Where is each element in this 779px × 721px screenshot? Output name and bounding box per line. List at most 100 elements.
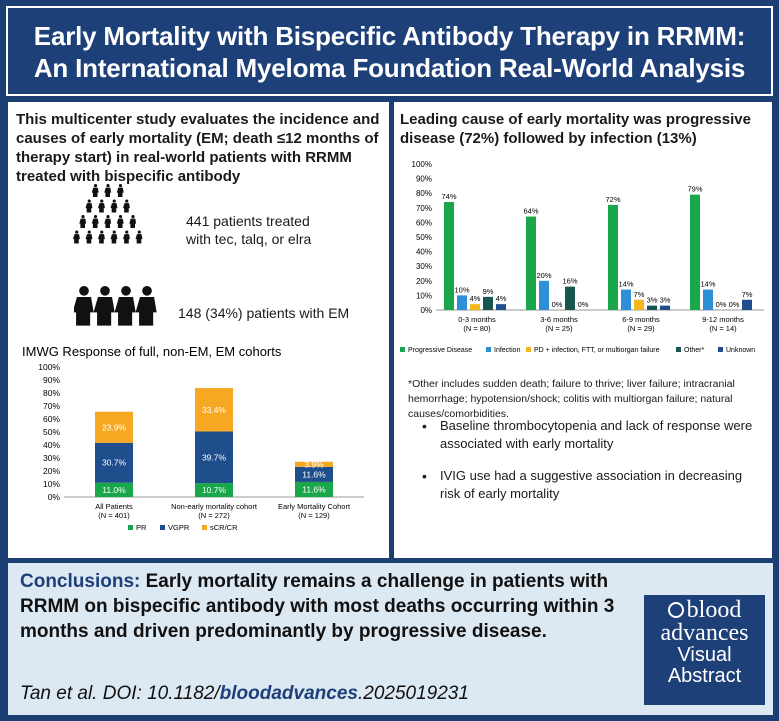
bar (496, 304, 506, 310)
bar-segment (95, 411, 133, 443)
right-panel-title: Leading cause of early mortality was pro… (400, 111, 751, 147)
y-tick-label: 50% (43, 427, 60, 437)
legend-swatch (486, 347, 491, 352)
patients-treated-stat: 441 patients treated with tec, talq, or … (186, 212, 311, 248)
legend-label: sCR/CR (210, 523, 238, 532)
y-tick-label: 20% (416, 277, 432, 286)
legend-label: Infection (494, 347, 521, 354)
badge-circle-icon (667, 602, 684, 618)
y-tick-label: 80% (416, 189, 432, 198)
x-tick-label: Early Mortality Cohort (278, 502, 351, 511)
data-label: 0% (578, 300, 589, 309)
data-label: 39.7% (202, 452, 227, 462)
bar (742, 299, 752, 310)
data-label: 10% (454, 285, 469, 294)
citation-prefix: Tan et al. DOI: 10.1182/ (20, 683, 220, 704)
other-footnote: *Other includes sudden death; failure to… (408, 378, 735, 420)
person-body (104, 218, 112, 228)
x-tick-sublabel: (N = 29) (627, 324, 655, 333)
y-tick-label: 30% (43, 453, 60, 463)
y-tick-label: 30% (416, 262, 432, 271)
citation: Tan et al. DOI: 10.1182/bloodadvances.20… (20, 683, 469, 705)
patients-pyramid-icon (73, 184, 143, 244)
person-body (98, 203, 105, 213)
y-tick-label: 20% (43, 466, 60, 476)
x-tick-label: 3-6 months (540, 315, 578, 324)
citation-suffix: .2025019231 (357, 683, 469, 704)
data-label: 74% (441, 192, 456, 201)
legend-label: Other* (684, 347, 705, 354)
y-tick-label: 90% (43, 375, 60, 385)
data-label: 23.9% (102, 422, 127, 432)
person-body (79, 218, 87, 228)
badge-line-1: blood (644, 598, 765, 622)
bar-segment (195, 483, 233, 497)
x-tick-label: 0-3 months (458, 315, 496, 324)
person-head (87, 199, 91, 203)
person-body (85, 234, 93, 244)
person-head (93, 184, 98, 188)
bar (565, 286, 575, 310)
person-head (142, 286, 152, 296)
data-label: 3% (647, 296, 658, 305)
y-tick-label: 100% (38, 362, 60, 372)
legend-swatch (128, 525, 133, 530)
x-tick-sublabel: (N = 14) (709, 324, 737, 333)
x-tick-label: 9-12 months (702, 315, 744, 324)
badge-line-4: Abstract (667, 665, 742, 687)
person-body (110, 234, 118, 244)
y-tick-label: 40% (416, 248, 432, 257)
y-tick-label: 40% (43, 440, 60, 450)
findings-list: Baseline thrombocytopenia and lack of re… (422, 417, 762, 517)
y-tick-label: 80% (43, 388, 60, 398)
person-body (74, 297, 94, 326)
person-head (137, 230, 141, 234)
person-body (116, 218, 124, 228)
person-head (125, 230, 129, 234)
data-label: 4% (496, 294, 507, 303)
data-label: 14% (700, 280, 715, 289)
right-panel: Leading cause of early mortality was pro… (394, 102, 772, 558)
y-tick-label: 50% (416, 233, 432, 242)
person-body (98, 234, 105, 244)
data-label: 0% (716, 300, 727, 309)
x-tick-sublabel: (N = 272) (198, 511, 230, 520)
bar-segment (295, 466, 333, 482)
x-tick-label: 6-9 months (622, 315, 660, 324)
bar (444, 201, 454, 310)
legend-swatch (676, 347, 681, 352)
data-label: 3% (660, 296, 671, 305)
data-label: 3.9% (304, 459, 324, 469)
title-line-2: An International Myeloma Foundation Real… (33, 53, 746, 83)
person-head (87, 230, 91, 234)
y-tick-label: 70% (43, 401, 60, 411)
y-tick-label: 60% (416, 218, 432, 227)
legend-swatch (400, 347, 405, 352)
patients-treated-line1: 441 patients treated (186, 213, 310, 229)
conclusions-text: Conclusions: Early mortality remains a c… (20, 569, 645, 644)
person-head (100, 286, 110, 296)
early-mortality-cause-chart: 0%10%20%30%40%50%60%70%80%90%100%74%10%4… (400, 160, 764, 354)
data-label: 72% (605, 195, 620, 204)
data-label: 4% (470, 294, 481, 303)
person-head (106, 184, 110, 188)
y-tick-label: 10% (416, 291, 432, 300)
data-label: 11.6% (302, 484, 326, 494)
bar-segment (195, 431, 233, 484)
person-head (100, 199, 104, 203)
bar (660, 305, 670, 310)
x-tick-sublabel: (N = 401) (98, 511, 130, 520)
person-body (73, 234, 80, 244)
left-panel: This multicenter study evaluates the inc… (8, 102, 389, 558)
chart-title: IMWG Response of full, non-EM, EM cohort… (22, 344, 282, 359)
data-label: 11.0% (102, 485, 126, 495)
header-banner: Early Mortality with Bispecific Antibody… (6, 6, 773, 96)
person-head (118, 184, 123, 188)
bar (621, 289, 631, 310)
person-body (114, 297, 136, 326)
person-head (125, 199, 129, 203)
bar (483, 296, 493, 310)
x-tick-sublabel: (N = 80) (463, 324, 491, 333)
legend-swatch (160, 525, 165, 530)
legend-label: Progressive Disease (408, 347, 472, 354)
